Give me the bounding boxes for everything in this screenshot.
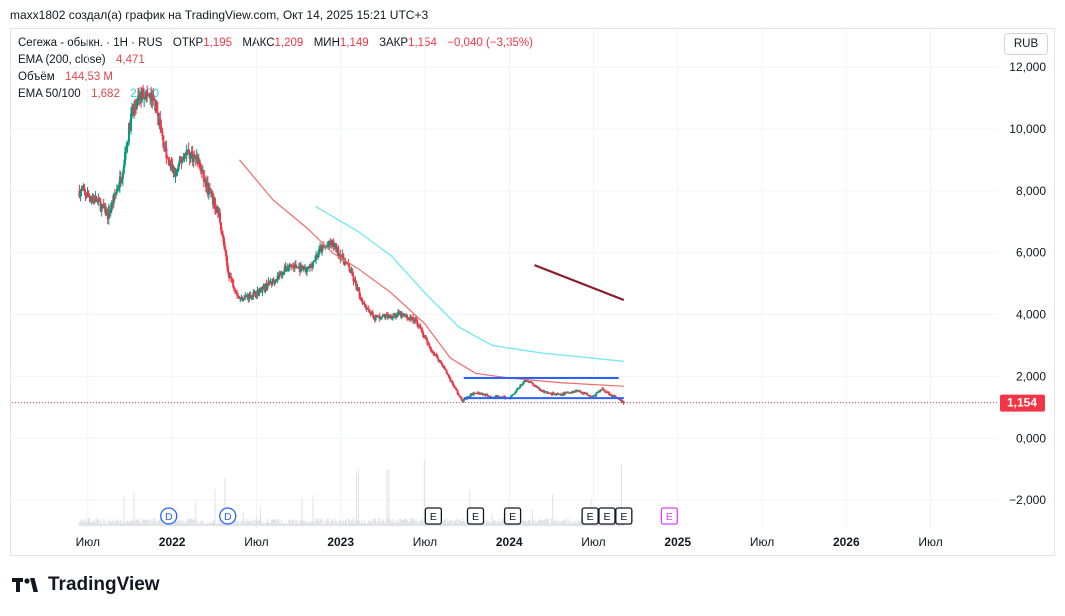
chart-frame	[10, 28, 1055, 556]
ema200-label: EMA (200, close)	[18, 54, 106, 66]
ema100-value: 2,490	[130, 88, 160, 100]
tradingview-logo-icon	[12, 578, 38, 592]
brand-name: TradingView	[48, 574, 160, 595]
ema200-value: 4,471	[115, 54, 145, 66]
high-value: 1,209	[274, 37, 304, 49]
ema50-value: 1,682	[91, 88, 120, 100]
currency-button[interactable]: RUB	[1004, 33, 1048, 55]
ema200-row[interactable]: EMA (200, close) 4,471	[18, 52, 533, 69]
open-label: ОТКР	[172, 37, 204, 49]
close-value: 1,154	[408, 37, 437, 49]
ema50-100-row[interactable]: EMA 50/100 1,682 2,490	[18, 86, 533, 103]
ema50-100-label: EMA 50/100	[18, 88, 81, 100]
symbol-label: Сегежа - обыкн. · 1Н · RUS	[18, 37, 163, 49]
volume-value: 144,53 M	[65, 71, 113, 83]
ohlc-row: Сегежа - обыкн. · 1Н · RUS ОТКР1,195 МАК…	[18, 35, 533, 52]
high-label: МАКС	[242, 37, 275, 49]
change-value: −0,040 (−3,35%)	[447, 37, 533, 49]
low-label: МИН	[313, 37, 340, 49]
volume-label: Объём	[18, 71, 55, 83]
chart-attribution: maxx1802 создал(а) график на TradingView…	[10, 8, 429, 22]
volume-row[interactable]: Объём 144,53 M	[18, 69, 533, 86]
tradingview-logo[interactable]: TradingView	[12, 574, 160, 596]
low-value: 1,149	[339, 37, 369, 49]
close-label: ЗАКР	[379, 37, 409, 49]
open-value: 1,195	[203, 37, 232, 49]
chart-legend: Сегежа - обыкн. · 1Н · RUS ОТКР1,195 МАК…	[18, 35, 533, 103]
